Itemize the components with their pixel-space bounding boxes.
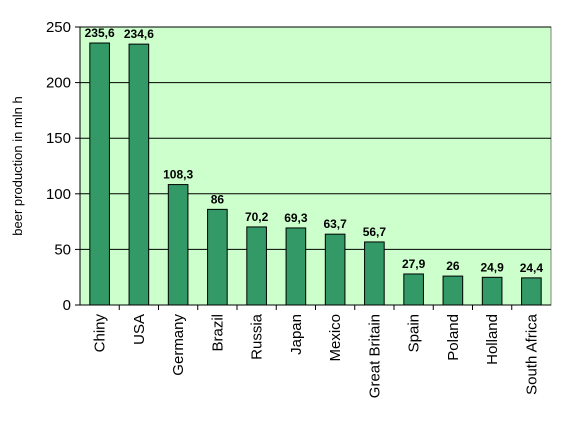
data-label: 234,6 — [124, 27, 154, 41]
x-tick-label: Poland — [445, 314, 462, 361]
x-tick-label: Great Britain — [366, 314, 383, 398]
x-tick-label: Chiny — [92, 314, 109, 353]
gridlines — [80, 26, 551, 250]
plot-area — [79, 26, 552, 306]
data-label: 56,7 — [363, 225, 387, 239]
x-tick-label: Brazil — [209, 314, 226, 352]
bar — [442, 275, 464, 306]
bar — [521, 277, 542, 306]
bar — [128, 43, 150, 306]
bar — [89, 42, 110, 306]
x-tick-label: Spain — [406, 314, 423, 352]
data-label: 27,9 — [402, 257, 426, 271]
x-tick-label: Russia — [249, 313, 266, 360]
x-tick-label: South Africa — [523, 313, 540, 395]
data-label: 108,3 — [163, 168, 193, 182]
y-axis-label: beer production in mln h — [10, 96, 25, 235]
x-tick-label: USA — [131, 314, 148, 345]
data-labels: 235,6 234,6 108,3 86 70,2 69,3 63,7 56,7 27,9 26 2… — [85, 26, 544, 275]
x-tick-label: Mexico — [327, 314, 344, 362]
data-label: 235,6 — [85, 26, 115, 40]
data-label: 63,7 — [323, 217, 347, 231]
bar — [403, 273, 424, 306]
data-label: 70,2 — [245, 210, 269, 224]
x-tick-label: Holland — [484, 314, 501, 365]
bar — [324, 233, 346, 306]
y-tick-label: 50 — [54, 241, 71, 258]
bar — [364, 241, 385, 306]
y-tick-label: 150 — [46, 130, 71, 147]
y-tick-label: 250 — [46, 19, 71, 36]
data-label: 86 — [211, 192, 225, 206]
x-tick-label: Germany — [170, 314, 187, 376]
bars — [89, 42, 542, 306]
bar — [481, 276, 503, 306]
y-tick-label: 200 — [46, 75, 71, 92]
data-label: 26 — [446, 259, 460, 273]
data-label: 69,3 — [284, 211, 308, 225]
bar — [167, 184, 189, 306]
y-axis-ticks: 0 50 100 150 200 250 — [46, 19, 80, 314]
x-tick-label: Japan — [288, 314, 305, 355]
y-tick-label: 0 — [63, 297, 71, 314]
data-label: 24,4 — [520, 261, 544, 275]
bar — [285, 227, 307, 306]
bar — [207, 208, 228, 306]
bar — [246, 226, 267, 306]
x-axis-ticks: Chiny USA Germany Brazil Russia Japan Mexico Gr… — [92, 305, 540, 398]
data-label: 24,9 — [480, 260, 504, 274]
y-tick-label: 100 — [46, 186, 71, 203]
